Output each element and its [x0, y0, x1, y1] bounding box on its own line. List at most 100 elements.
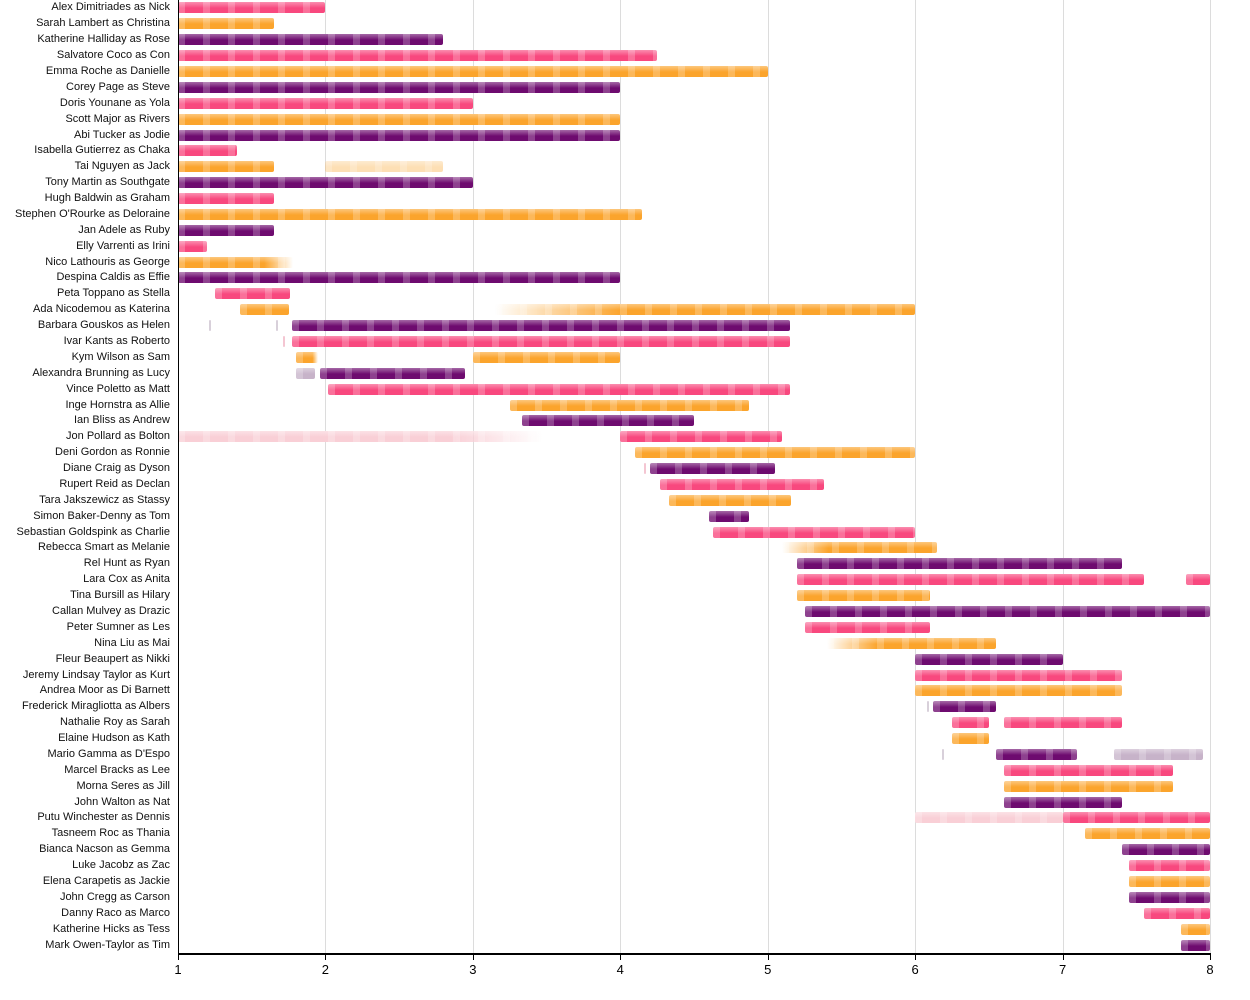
row-label: Elena Carapetis as Jackie: [42, 875, 170, 888]
cast-bar: [325, 161, 444, 173]
row-label: Diane Craig as Dyson: [63, 462, 170, 475]
row-label: Doris Younane as Yola: [59, 96, 170, 109]
row-label: Jon Pollard as Bolton: [66, 430, 170, 443]
cast-bar: [319, 367, 466, 379]
row-label: John Cregg as Carson: [59, 890, 170, 903]
gridline: [472, 0, 474, 953]
cast-bar: [668, 494, 792, 506]
row-label: Morna Seres as Jill: [76, 779, 170, 792]
row-label: Andrea Moor as Di Barnett: [39, 684, 170, 697]
appearance-marker: [927, 701, 930, 713]
x-tick-label: 8: [1206, 962, 1214, 977]
row-label: Barbara Gouskos as Helen: [37, 319, 170, 332]
gridline: [1062, 0, 1064, 953]
row-label: Corey Page as Steve: [66, 80, 170, 93]
appearance-marker: [275, 320, 278, 332]
row-label: Rupert Reid as Declan: [59, 477, 170, 490]
row-label: Tara Jakszewicz as Stassy: [39, 493, 170, 506]
cast-bar: [178, 272, 621, 284]
cast-bar: [178, 81, 621, 93]
cast-bar: [178, 18, 274, 30]
gridline: [620, 0, 622, 953]
row-label: Inge Hornstra as Allie: [65, 398, 170, 411]
x-axis-tick: [1062, 955, 1064, 960]
cast-bar: [804, 606, 1210, 617]
appearance-marker: [942, 748, 945, 760]
cast-bar: [1121, 844, 1210, 856]
cast-bar: [1128, 891, 1210, 903]
cast-bar: [1003, 796, 1122, 808]
cast-bar: [1062, 812, 1210, 824]
cast-bar: [797, 574, 1144, 586]
gridline: [767, 0, 769, 953]
appearance-marker: [209, 320, 212, 332]
cast-bar: [291, 320, 790, 332]
cast-bar: [178, 34, 444, 46]
row-label: Katherine Halliday as Rose: [37, 33, 170, 46]
x-axis-line: [178, 953, 1211, 955]
row-label: Abi Tucker as Jodie: [74, 128, 170, 141]
cast-bar: [915, 669, 1122, 681]
row-label: Rel Hunt as Ryan: [83, 557, 170, 570]
cast-bar: [178, 240, 208, 252]
cast-bar: [952, 733, 989, 745]
cast-bar: [915, 685, 1122, 697]
cast-bar: [1180, 939, 1210, 951]
cast-bar: [328, 383, 790, 395]
row-label: Stephen O'Rourke as Deloraine: [15, 207, 170, 220]
cast-bar: [932, 701, 997, 713]
row-label: Kym Wilson as Sam: [71, 350, 170, 363]
cast-bar: [509, 399, 749, 411]
gridline: [1210, 0, 1211, 953]
x-axis-tick: [620, 955, 622, 960]
cast-bar: [291, 335, 790, 347]
cast-bar: [1180, 923, 1210, 935]
cast-bar: [178, 145, 237, 157]
x-tick-label: 1: [174, 962, 182, 977]
row-label: Frederick Miragliotta as Albers: [22, 700, 170, 713]
x-axis-tick: [325, 955, 327, 960]
x-axis-tick: [915, 955, 917, 960]
row-label: Jan Adele as Ruby: [78, 223, 170, 236]
x-tick-label: 2: [321, 962, 330, 977]
row-label: Fleur Beaupert as Nikki: [55, 652, 170, 665]
cast-bar: [494, 304, 916, 316]
row-label: Mark Owen-Taylor as Tim: [45, 938, 170, 951]
row-label: Mario Gamma as D'Espo: [47, 747, 170, 760]
row-label: Rebecca Smart as Melanie: [37, 541, 170, 554]
x-axis-tick: [1210, 955, 1211, 960]
cast-bar: [996, 748, 1078, 760]
y-axis-line: [178, 0, 179, 953]
row-label: Putu Winchester as Dennis: [37, 811, 170, 824]
row-label: Nathalie Roy as Sarah: [59, 716, 170, 729]
cast-bar: [239, 304, 289, 316]
row-label: Alex Dimitriades as Nick: [51, 1, 170, 14]
x-axis-tick: [178, 955, 179, 960]
row-label: Ian Bliss as Andrew: [74, 414, 170, 427]
row-label: Deni Gordon as Ronnie: [55, 446, 170, 459]
row-label: Nico Lathouris as George: [45, 255, 170, 268]
x-axis-tick: [767, 955, 769, 960]
row-label: Tasneem Roc as Thania: [51, 827, 170, 840]
x-tick-label: 7: [1058, 962, 1067, 977]
row-label: Danny Raco as Marco: [61, 906, 170, 919]
row-label: Vince Poletto as Matt: [66, 382, 170, 395]
cast-bar: [804, 621, 930, 633]
row-label: Sebastian Goldspink as Charlie: [16, 525, 170, 538]
cast-bar: [952, 717, 989, 729]
x-tick-label: 4: [616, 962, 624, 977]
row-label: Emma Roche as Danielle: [45, 64, 170, 77]
row-label: Alexandra Brunning as Lucy: [32, 366, 170, 379]
row-label: Katherine Hicks as Tess: [52, 922, 170, 935]
cast-bar: [178, 193, 274, 205]
row-label: Tai Nguyen as Jack: [74, 160, 170, 173]
cast-bar: [178, 113, 621, 125]
cast-bar: [295, 351, 319, 363]
cast-bar: [1128, 876, 1210, 888]
cast-bar: [178, 97, 473, 109]
cast-bar: [649, 463, 776, 475]
row-label: Tina Bursill as Hilary: [70, 589, 170, 602]
cast-bar: [178, 50, 658, 62]
cast-bar: [178, 208, 643, 220]
